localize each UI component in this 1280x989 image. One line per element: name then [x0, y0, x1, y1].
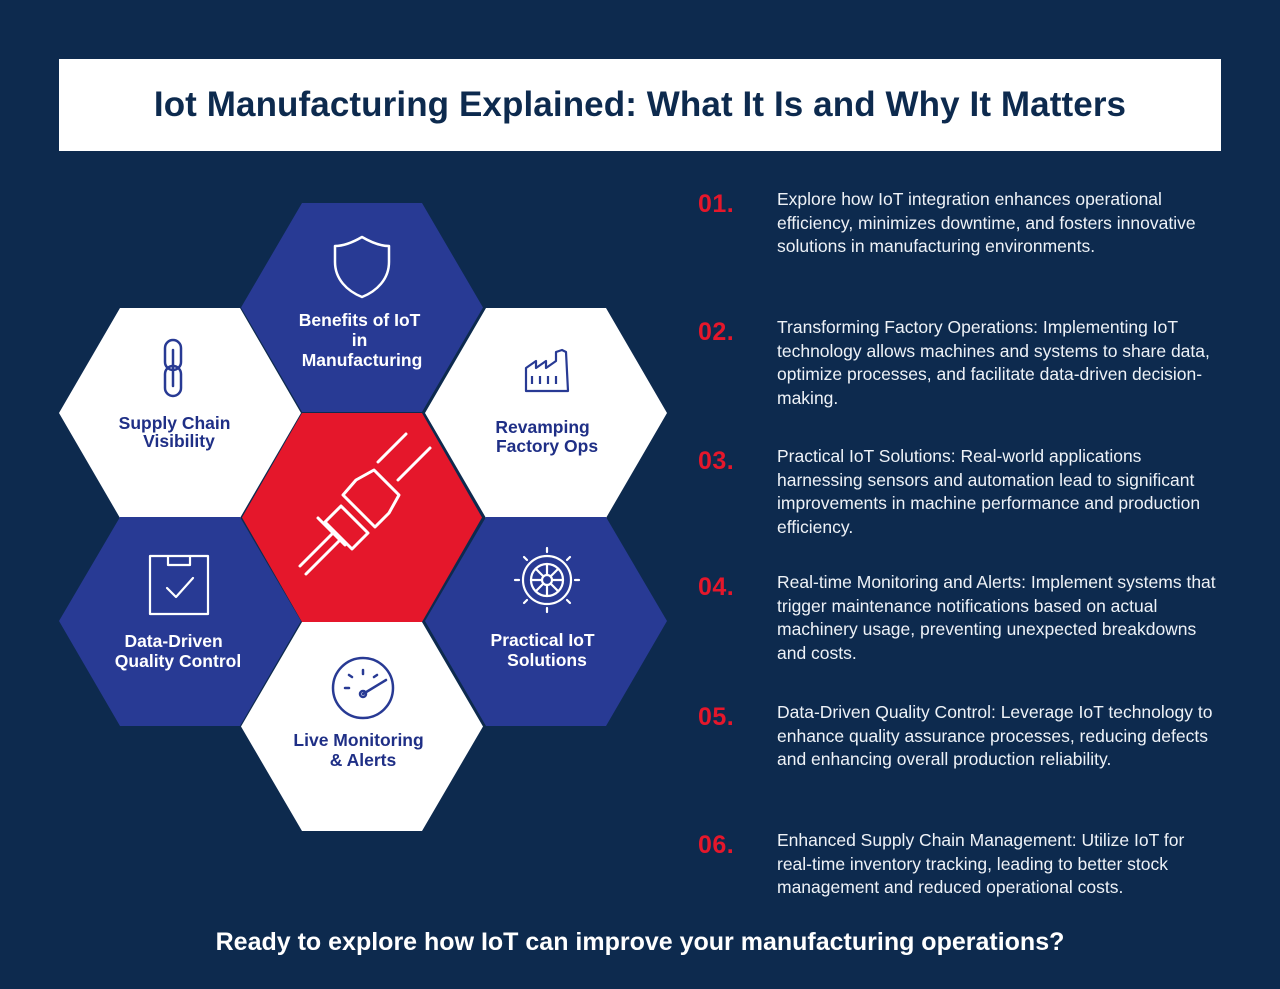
point-text: Transforming Factory Operations: Impleme… — [777, 317, 1210, 408]
hex-practical-iot: Practical IoT Solutions — [425, 517, 667, 726]
hex-quality-control: Data-Driven Quality Control — [59, 517, 301, 726]
shield-icon — [333, 235, 391, 299]
point-number: 04. — [698, 573, 735, 601]
hex-revamping-label: Revamping Factory Ops — [495, 417, 598, 456]
call-to-action: Ready to explore how IoT can improve you… — [215, 928, 1065, 956]
hexagon-cluster: Benefits of IoT in Manufacturing Supply … — [59, 203, 667, 831]
hex-quality-control-label: Data-Driven Quality Control — [115, 631, 241, 671]
point-number: 05. — [698, 703, 735, 731]
hex-center — [242, 413, 482, 622]
hex-practical-iot-label: Practical IoT Solutions — [491, 630, 600, 670]
page-title: Iot Manufacturing Explained: What It Is … — [153, 85, 1127, 124]
point-text: Real-time Monitoring and Alerts: Impleme… — [777, 572, 1216, 663]
plug-connector-icon — [298, 432, 432, 576]
checkbox-icon — [148, 554, 210, 616]
point-text: Enhanced Supply Chain Management: Utiliz… — [777, 830, 1185, 897]
point-number: 03. — [698, 447, 735, 475]
hex-supply-chain: Supply Chain Visibility — [59, 308, 301, 518]
chain-link-icon — [163, 338, 183, 398]
point-text: Explore how IoT integration enhances ope… — [777, 189, 1196, 256]
point-text: Practical IoT Solutions: Real-world appl… — [777, 446, 1201, 537]
factory-icon — [524, 348, 570, 393]
hex-supply-chain-label: Supply Chain Visibility — [119, 413, 236, 451]
title-banner: Iot Manufacturing Explained: What It Is … — [59, 59, 1221, 151]
point-number: 01. — [698, 190, 735, 218]
hex-benefits-label: Benefits of IoT in Manufacturing — [299, 310, 425, 370]
hex-live-monitoring: Live Monitoring & Alerts — [241, 622, 483, 831]
gauge-icon — [331, 656, 395, 720]
point-text: Data-Driven Quality Control: Leverage Io… — [777, 702, 1213, 769]
point-number: 02. — [698, 318, 735, 346]
gear-icon — [513, 546, 581, 614]
point-number: 06. — [698, 831, 735, 859]
hex-revamping: Revamping Factory Ops — [425, 308, 667, 518]
hex-live-monitoring-label: Live Monitoring & Alerts — [293, 730, 428, 770]
hex-benefits: Benefits of IoT in Manufacturing — [241, 203, 483, 412]
